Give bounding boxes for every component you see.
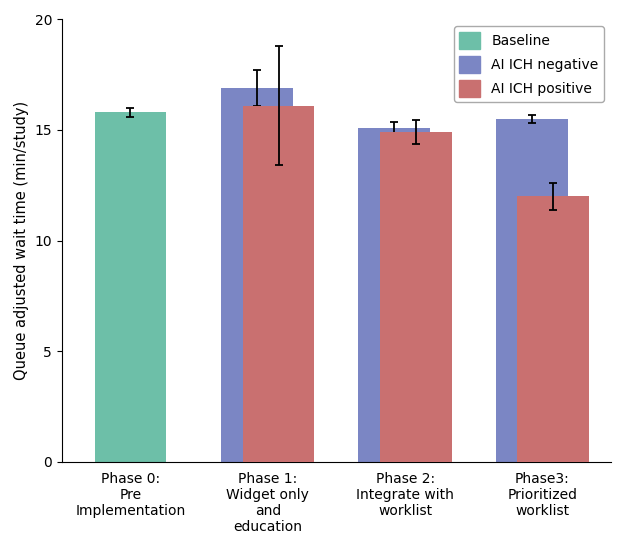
Bar: [242, 106, 314, 462]
Bar: [94, 112, 166, 462]
Bar: [358, 128, 430, 462]
Bar: [380, 132, 452, 462]
Bar: [496, 119, 568, 462]
Y-axis label: Queue adjusted wait time (min/study): Queue adjusted wait time (min/study): [14, 101, 29, 380]
Bar: [221, 88, 293, 462]
Bar: [518, 196, 589, 462]
Legend: Baseline, AI ICH negative, AI ICH positive: Baseline, AI ICH negative, AI ICH positi…: [454, 26, 604, 102]
